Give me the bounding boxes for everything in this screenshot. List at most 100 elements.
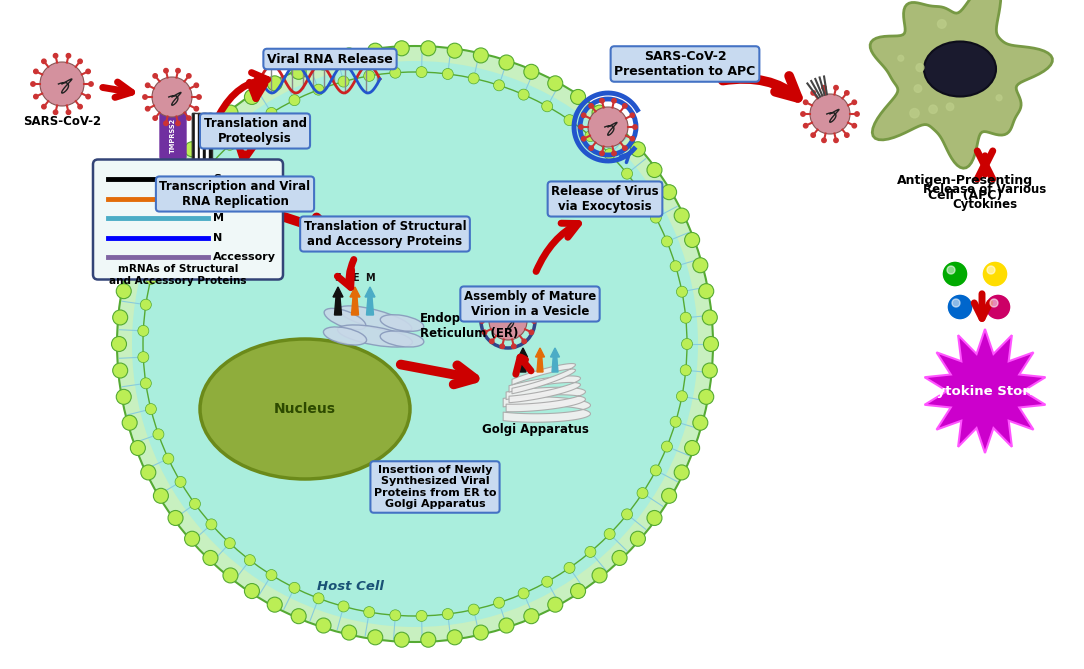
Circle shape [612, 122, 627, 138]
Circle shape [168, 163, 183, 177]
Circle shape [145, 274, 156, 284]
Text: M: M [212, 213, 224, 223]
Bar [197, 113, 201, 159]
Circle shape [693, 258, 708, 273]
Circle shape [493, 80, 504, 91]
Circle shape [988, 266, 995, 274]
Circle shape [810, 94, 850, 134]
Circle shape [588, 107, 628, 147]
Circle shape [542, 101, 553, 112]
Circle shape [500, 294, 504, 298]
Circle shape [661, 441, 672, 452]
Circle shape [702, 363, 718, 378]
Circle shape [547, 597, 563, 612]
Circle shape [493, 597, 504, 608]
Circle shape [86, 69, 90, 74]
Text: E: E [212, 193, 221, 203]
Bar [203, 113, 206, 159]
Circle shape [512, 294, 516, 298]
Circle shape [138, 352, 149, 363]
Circle shape [206, 158, 217, 169]
Circle shape [153, 116, 157, 120]
Circle shape [421, 41, 436, 56]
Circle shape [268, 76, 282, 91]
Circle shape [416, 610, 427, 622]
Circle shape [661, 236, 672, 247]
Circle shape [529, 308, 533, 312]
Circle shape [145, 403, 156, 415]
Text: TMPRSS2: TMPRSS2 [170, 117, 176, 153]
Circle shape [186, 116, 191, 120]
Circle shape [223, 105, 238, 120]
Circle shape [130, 233, 145, 248]
Circle shape [244, 122, 256, 133]
Circle shape [570, 90, 585, 104]
Circle shape [168, 510, 183, 525]
Circle shape [938, 19, 946, 28]
Circle shape [622, 104, 627, 108]
Circle shape [132, 61, 698, 627]
Text: N: N [212, 233, 222, 242]
Circle shape [154, 185, 168, 199]
Text: SARS-CoV-2: SARS-CoV-2 [23, 114, 101, 128]
Circle shape [289, 582, 300, 593]
Polygon shape [366, 297, 374, 315]
Circle shape [367, 43, 383, 58]
Circle shape [140, 378, 152, 389]
Circle shape [822, 86, 826, 90]
Circle shape [122, 258, 138, 273]
Circle shape [164, 121, 168, 126]
Circle shape [589, 146, 593, 151]
Circle shape [676, 286, 687, 297]
Circle shape [547, 76, 563, 91]
Circle shape [364, 607, 375, 617]
Circle shape [34, 94, 38, 99]
Circle shape [140, 299, 152, 310]
Circle shape [564, 114, 575, 126]
Circle shape [223, 568, 238, 583]
Circle shape [141, 208, 156, 223]
Text: Antigen-Presenting
Cell  (APC): Antigen-Presenting Cell (APC) [896, 174, 1033, 202]
Circle shape [113, 310, 128, 325]
Circle shape [929, 105, 938, 114]
Circle shape [132, 61, 698, 627]
Circle shape [224, 139, 235, 151]
Text: Insertion of Newly
Synthesized Viral
Proteins from ER to
Golgi Apparatus: Insertion of Newly Synthesized Viral Pro… [374, 464, 496, 509]
Circle shape [341, 625, 357, 640]
Circle shape [117, 46, 713, 642]
Circle shape [338, 76, 349, 87]
Circle shape [637, 189, 648, 201]
Circle shape [145, 106, 150, 111]
Polygon shape [870, 0, 1053, 168]
Ellipse shape [338, 306, 412, 332]
Circle shape [490, 339, 494, 343]
Polygon shape [537, 357, 543, 372]
Polygon shape [518, 348, 528, 357]
Circle shape [34, 69, 38, 74]
Circle shape [468, 73, 479, 84]
Circle shape [661, 488, 676, 503]
Circle shape [194, 83, 198, 88]
Circle shape [448, 43, 462, 58]
Circle shape [852, 124, 856, 128]
Circle shape [674, 465, 689, 480]
Circle shape [145, 83, 150, 88]
Ellipse shape [380, 331, 424, 347]
Text: Transcription and Viral
RNA Replication: Transcription and Viral RNA Replication [159, 180, 310, 208]
Ellipse shape [380, 314, 424, 331]
Circle shape [86, 94, 90, 99]
Circle shape [542, 576, 553, 587]
Circle shape [154, 488, 168, 503]
Circle shape [529, 330, 533, 334]
Circle shape [630, 136, 634, 141]
Circle shape [190, 498, 201, 509]
Circle shape [512, 344, 516, 349]
Circle shape [592, 105, 607, 120]
Circle shape [524, 609, 539, 624]
Circle shape [909, 108, 919, 118]
Circle shape [685, 233, 699, 248]
Text: Cytokine Storm: Cytokine Storm [927, 385, 1043, 397]
Circle shape [946, 103, 954, 110]
Circle shape [681, 365, 692, 376]
Text: Assembly of Mature
Virion in a Vesicle: Assembly of Mature Virion in a Vesicle [464, 290, 596, 318]
